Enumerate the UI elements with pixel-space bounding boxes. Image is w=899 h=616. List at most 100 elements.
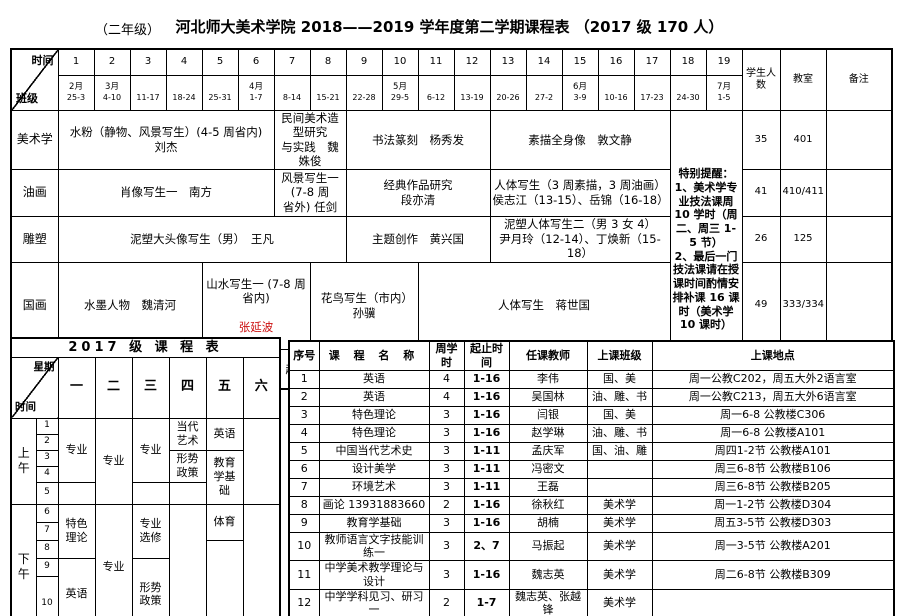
period-number: 2 — [35, 433, 59, 451]
course-row: 6 设计美学 3 1-11 冯密文 周三6-8节 公教楼B106 — [288, 459, 895, 479]
course-seq: 5 — [288, 441, 320, 461]
course-class: 国、美 — [586, 369, 653, 389]
course-name: 画论 13931883660 — [318, 495, 430, 515]
course-block: 书法篆刻 杨秀发 — [345, 110, 491, 170]
date-range: 8-14 — [282, 93, 302, 103]
grid-header-row: 星期 时间 一 二 三 四 五 六 — [10, 356, 281, 419]
course-block: 山水写生一 (7-8 周省内) 张延波 — [201, 261, 311, 350]
week-date-cell: 27-2 — [525, 74, 563, 112]
course-title: 山水写生一 (7-8 周省内) — [206, 276, 306, 306]
course-weeks: 1-16 — [463, 405, 510, 425]
grid-cell-wed-pm-2: 形势政策 — [131, 557, 170, 616]
course-teacher: 孟庆军 — [508, 441, 588, 461]
grid-cell-mon-pm-2: 英语 — [57, 557, 96, 616]
course-row: 9 教育学基础 3 1-16 胡楠 美术学 周五3-5节 公教楼D303 — [288, 513, 895, 533]
grid-cell-fri-am-1: 英语 — [205, 417, 244, 451]
teacher-name-red: 张延波 — [238, 320, 274, 334]
week-date-cell: 13-19 — [453, 74, 491, 112]
course-weeks: 1-11 — [463, 441, 510, 461]
corner-weekday-label: 星期 — [33, 360, 55, 373]
week-date-cell: 5月 29-5 — [381, 74, 419, 112]
course-row: 3 特色理论 3 1-16 闫银 国、美 周一6-8 公教楼C306 — [288, 405, 895, 425]
course-block: 水墨人物 魏清河 — [57, 261, 203, 350]
week-number: 17 — [633, 48, 671, 76]
week-date-cell: 8-14 — [273, 74, 311, 112]
classroom: 333/334 — [779, 261, 827, 350]
course-weeks: 1-16 — [463, 369, 510, 389]
course-class — [586, 477, 653, 497]
grid-cell-thu-am-2: 形势政策 — [168, 449, 207, 483]
course-weeks: 1-11 — [463, 459, 510, 479]
course-teacher: 闫银 — [508, 405, 588, 425]
col-header-name: 课 程 名 称 — [318, 340, 430, 371]
day-header-sat: 六 — [242, 356, 281, 419]
course-class: 油、雕、书 — [586, 387, 653, 407]
course-row: 12 中学学科见习、研习一 2 1-7 魏志英、张越锋 美术学 — [288, 588, 895, 616]
period-number: 5 — [35, 481, 59, 505]
corner-time-label: 时间 — [15, 401, 36, 414]
week-date-cell: 18-24 — [165, 74, 203, 112]
week-number: 19 — [705, 48, 743, 76]
week-number: 6 — [237, 48, 275, 76]
page-title: 河北师大美术学院 2018——2019 学年度第二学期课程表 （2017 级 1… — [175, 18, 724, 36]
session-am-label: 上 午 — [10, 417, 37, 505]
course-row: 11 中学美术教学理论与设计 3 1-16 魏志英 美术学 周二6-8节 公教楼… — [288, 560, 895, 590]
remark-cell — [825, 168, 893, 217]
students-count: 41 — [741, 168, 781, 217]
col-header-teacher: 任课教师 — [508, 340, 588, 371]
major-row-chinese-painting: 国画 水墨人物 魏清河 山水写生一 (7-8 周省内) 张延波 花鸟写生（市内）… — [10, 261, 893, 350]
month-label: 4月 — [249, 82, 263, 93]
date-range: 25-31 — [208, 93, 232, 103]
month-label: 2月 — [69, 82, 83, 93]
week-number: 15 — [561, 48, 599, 76]
period-row-5: 5 — [11, 481, 280, 505]
course-block: 民间美术造型研究 与实践 魏姝俊 — [273, 110, 347, 170]
course-name: 中国当代艺术史 — [318, 441, 430, 461]
course-hours: 4 — [428, 369, 465, 389]
course-hours: 3 — [428, 513, 465, 533]
course-hours: 4 — [428, 387, 465, 407]
week-date-cell: 25-31 — [201, 74, 239, 112]
course-location: 周一1-2节 公教楼D304 — [651, 495, 895, 515]
course-hours: 3 — [428, 405, 465, 425]
week-number: 2 — [93, 48, 131, 76]
course-row: 4 特色理论 3 1-16 赵学琳 油、雕、书 周一6-8 公教楼A101 — [288, 423, 895, 443]
course-teacher: 徐秋红 — [508, 495, 588, 515]
grid-cell-empty — [205, 539, 244, 616]
semester-schedule-table: 时间 班级 1 2 3 4 5 6 7 8 9 10 11 12 13 14 1… — [10, 48, 893, 391]
course-hours: 3 — [428, 423, 465, 443]
week-date-cell: 10-16 — [597, 74, 635, 112]
month-label — [205, 82, 236, 93]
week-number-row: 时间 班级 1 2 3 4 5 6 7 8 9 10 11 12 13 14 1… — [10, 48, 893, 111]
course-location: 周五3-5节 公教楼D303 — [651, 513, 895, 533]
course-block: 花鸟写生（市内） 孙骥 — [309, 261, 419, 350]
month-label — [637, 82, 668, 93]
major-row-oil-painting: 油画 肖像写生一 南方 风景写生一(7-8 周 省外) 任剑 经典作品研究 段亦… — [10, 168, 893, 217]
corner-class-label: 班级 — [16, 92, 38, 106]
course-weeks: 1-16 — [463, 387, 510, 407]
course-name: 教师语言文字技能训练一 — [318, 531, 430, 561]
major-label: 美术学 — [10, 110, 59, 170]
date-range: 15-21 — [316, 93, 340, 103]
day-header-fri: 五 — [205, 356, 244, 419]
remark-cell — [825, 110, 893, 170]
course-teacher: 胡楠 — [508, 513, 588, 533]
course-name: 中学美术教学理论与设计 — [318, 560, 430, 590]
course-block: 经典作品研究 段亦清 — [345, 168, 491, 217]
month-label — [277, 82, 308, 93]
course-location: 周一公教C213，周五大外6语言室 — [651, 387, 895, 407]
date-range: 25-3 — [66, 93, 86, 103]
course-teacher: 冯密文 — [508, 459, 588, 479]
grid-title: 2017 级 课 程 表 — [10, 337, 281, 358]
course-seq: 8 — [288, 495, 320, 515]
grid-cell-thu-am-1: 当代艺术 — [168, 417, 207, 451]
day-header-wed: 三 — [131, 356, 170, 419]
course-block: 人体写生（3 周素描，3 周油画） 侯志江（13-15）、岳锦（16-18） — [489, 168, 671, 217]
month-label — [673, 82, 704, 93]
date-range: 17-23 — [640, 93, 664, 103]
week-number: 12 — [453, 48, 491, 76]
period-row-6: 下 午 6 特色理论 专业 专业选修 体育 — [10, 503, 281, 616]
course-seq: 7 — [288, 477, 320, 497]
course-location: 周三6-8节 公教楼B106 — [651, 459, 895, 479]
week-date-cell: 22-28 — [345, 74, 383, 112]
